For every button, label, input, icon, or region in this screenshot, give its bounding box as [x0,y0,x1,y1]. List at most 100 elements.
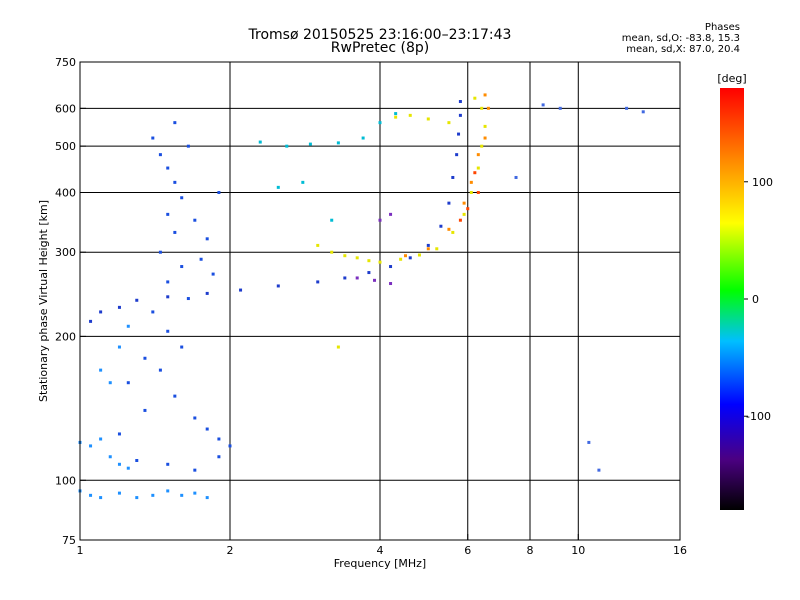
data-point [180,196,184,200]
data-point [258,140,262,144]
x-axis-ticks: 1 2 4 6 8 10 16 [77,534,687,557]
colorbar-tick-label: 0 [752,293,759,306]
data-point [451,230,455,234]
data-point [343,276,347,280]
data-point [483,136,487,140]
data-point [117,462,121,466]
data-point [435,247,439,251]
data-point [394,115,398,119]
chart-subtitle: RwPretec (8p) [330,40,430,56]
data-point [301,180,305,184]
data-point [166,166,170,170]
data-point [117,491,121,495]
data-point [126,324,130,328]
data-point [330,250,334,254]
data-point [361,136,365,140]
data-point [316,280,320,284]
data-point [199,257,203,261]
data-point [458,218,462,222]
data-point [135,496,139,500]
data-point [336,345,340,349]
data-point [99,437,103,441]
data-point [330,218,334,222]
data-point [217,455,221,459]
data-point [486,106,490,110]
data-point [186,297,190,301]
y-tick-label: 200 [55,330,76,343]
data-point [355,256,359,260]
y-tick-label: 500 [55,140,76,153]
y-tick-label: 400 [55,186,76,199]
y-tick-label: 600 [55,102,76,115]
data-point [483,93,487,97]
x-tick-label: 1 [77,544,84,557]
data-point [239,288,243,292]
data-point [558,106,562,110]
x-tick-label: 10 [571,544,585,557]
data-point [458,100,462,104]
data-point [143,408,147,412]
data-point [158,153,162,157]
data-point [89,444,93,448]
data-point [426,243,430,247]
data-point [180,493,184,497]
phase-stats-o: mean, sd,O: -83.8, 15.3 [621,33,740,44]
x-tick-label: 6 [464,544,471,557]
x-tick-label: 4 [377,544,384,557]
data-point [135,458,139,462]
data-point [135,298,139,302]
data-point [473,171,477,175]
data-point [205,291,209,295]
data-point [451,175,455,179]
data-point [166,329,170,333]
x-axis-label: Frequency [MHz] [334,557,426,570]
y-tick-label: 75 [62,534,76,547]
data-point [173,121,177,125]
data-point [217,190,221,194]
data-point [99,368,103,372]
data-point [99,310,103,314]
colorbar-tick-label: 100 [752,176,773,189]
data-point [403,254,407,258]
data-point [417,253,421,257]
colorbar-label: [deg] [717,72,746,85]
data-point [308,142,312,146]
data-point [108,455,112,459]
data-point [447,201,451,205]
y-tick-label: 750 [55,56,76,69]
data-point [151,136,155,140]
data-point [480,106,484,110]
data-point [476,166,480,170]
colorbar-tick-label: -100 [746,410,771,423]
data-point [126,466,130,470]
data-point [126,381,130,385]
data-point [205,427,209,431]
colorbar [720,88,744,510]
data-point [514,175,518,179]
data-point [211,272,215,276]
data-point [455,153,459,157]
data-point [173,230,177,234]
data-point [186,144,190,148]
data-point [316,243,320,247]
data-point [108,381,112,385]
y-tick-label: 300 [55,246,76,259]
data-point [367,271,371,275]
data-point [447,227,451,231]
data-point [117,432,121,436]
data-point [439,224,443,228]
data-point [193,218,197,222]
data-point [458,113,462,117]
data-point [462,201,466,205]
data-point [469,190,473,194]
data-point [151,310,155,314]
data-point [466,207,470,211]
data-point [389,265,393,269]
y-axis-ticks: 75 100 200 300 400 500 600 750 [55,56,86,547]
data-point [426,247,430,251]
data-point [541,103,545,107]
data-point [166,280,170,284]
data-point [462,212,466,216]
x-tick-label: 16 [673,544,687,557]
